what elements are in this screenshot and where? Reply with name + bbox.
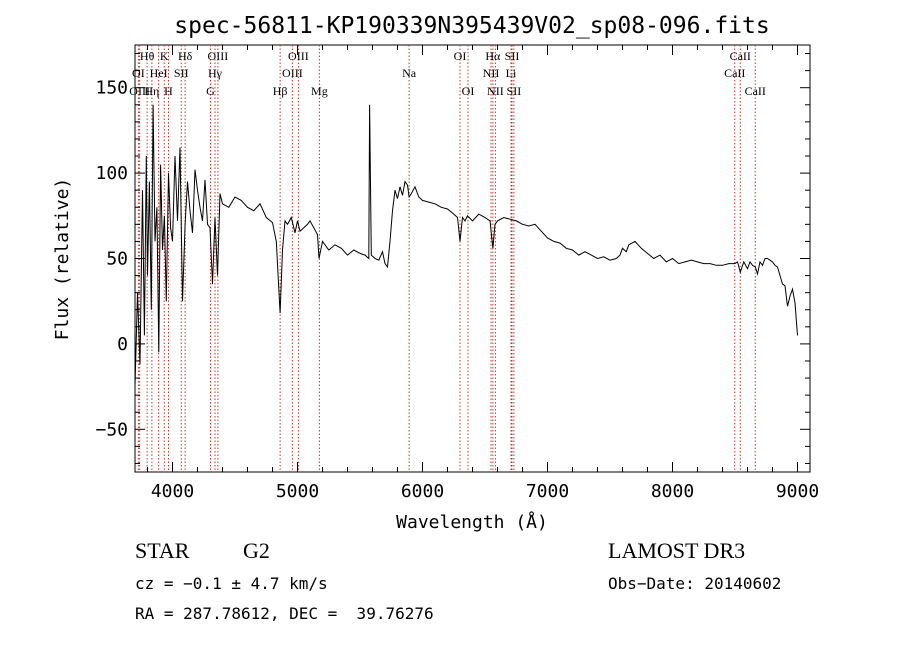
spectral-subclass: G2 (243, 538, 270, 563)
x-axis-tick-labels: 4000 5000 6000 7000 8000 9000 (151, 481, 819, 502)
spectral-line-label: SII (174, 66, 189, 80)
plot-frame (134, 44, 811, 473)
spectral-line-label: Li (506, 66, 517, 80)
x-axis-ticks (147, 45, 798, 472)
spectral-line-label: Hθ (140, 49, 155, 63)
x-tick-label: 7000 (526, 481, 569, 502)
x-tick-label: 5000 (276, 481, 319, 502)
spectral-line-label: OI (454, 49, 467, 63)
spectral-line-label: CaII (745, 84, 766, 98)
y-tick-label: 100 (95, 163, 128, 184)
spectral-line-label: CaII (724, 66, 745, 80)
spectral-line-label: OIII (288, 49, 309, 63)
spectral-line-label: HeI (150, 66, 168, 80)
spectral-line-label: OIII (208, 49, 229, 63)
spectral-line-label: Hη (144, 84, 159, 98)
y-axis-ticks (135, 53, 810, 464)
spectral-line-label: SII (507, 84, 522, 98)
x-axis-label: Wavelength (Å) (396, 511, 548, 533)
chart-title: spec-56811-KP190339N395439V02_sp08-096.f… (174, 13, 769, 39)
spectral-line-label: Hβ (273, 84, 288, 98)
spectral-line-label: NII (487, 84, 504, 98)
x-tick-label: 8000 (651, 481, 694, 502)
spectral-line-label: Na (402, 66, 417, 80)
spectral-line-label: G (206, 84, 215, 98)
y-tick-label: −50 (95, 419, 128, 440)
spectral-line-label: SII (505, 49, 520, 63)
spectral-line-label: NII (483, 66, 500, 80)
spectral-line-label: Hα (485, 49, 501, 63)
spectral-line-label: OIII (282, 66, 303, 80)
survey-name: LAMOST DR3 (608, 538, 746, 563)
x-tick-label: 9000 (776, 481, 819, 502)
y-tick-label: 150 (95, 78, 128, 99)
redshift-text: cz = −0.1 ± 4.7 km/s (135, 574, 328, 593)
object-type: STAR (135, 538, 190, 563)
y-axis-label: Flux (relative) (52, 178, 73, 341)
spectral-line-markers (137, 45, 756, 472)
spectral-line-label: K (160, 49, 169, 63)
spectral-line-label: OI (462, 84, 475, 98)
spectral-line-label: H (164, 84, 173, 98)
coordinates: RA = 287.78612, DEC = 39.76276 (135, 604, 434, 623)
spectral-line-label: Hδ (178, 49, 193, 63)
spectral-line-label: OI (132, 66, 145, 80)
observation-date: Obs−Date: 20140602 (608, 574, 782, 593)
spectrum-line (134, 104, 798, 387)
x-tick-label: 6000 (401, 481, 444, 502)
y-axis-tick-labels: −50 0 50 100 150 (95, 78, 128, 441)
spectral-line-label: Hγ (208, 66, 223, 80)
spectral-line-label: Mg (311, 84, 328, 98)
y-tick-label: 50 (106, 249, 128, 270)
y-tick-label: 0 (117, 334, 128, 355)
spectral-line-label: CaII (730, 49, 751, 63)
x-tick-label: 4000 (151, 481, 194, 502)
